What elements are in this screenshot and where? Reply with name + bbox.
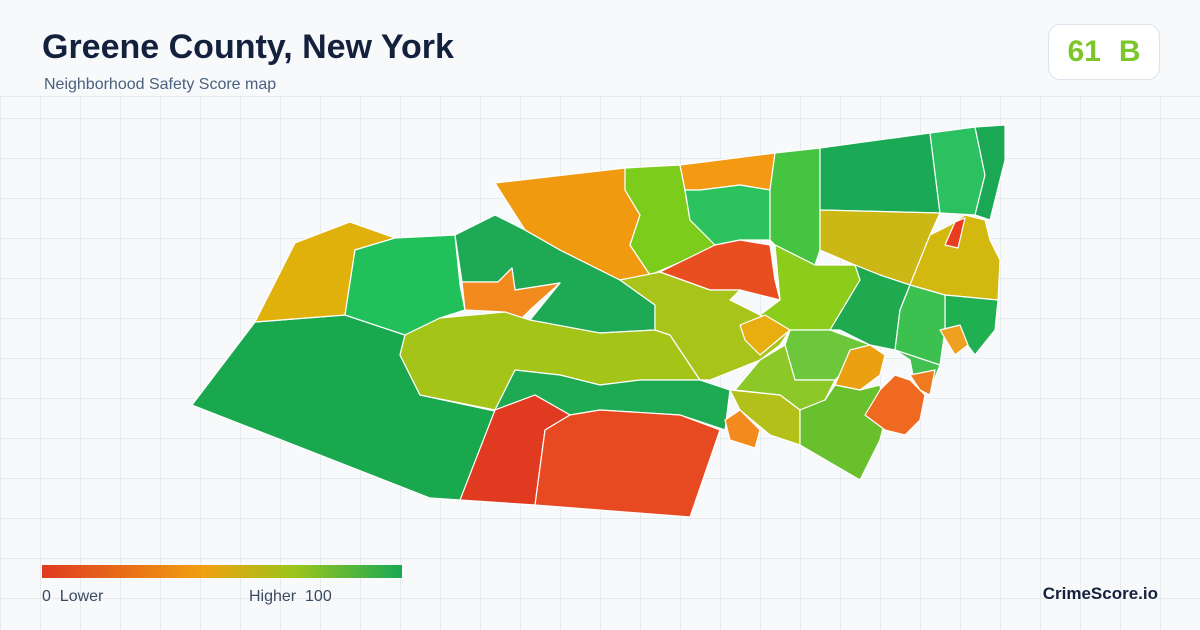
grade: B xyxy=(1118,35,1141,68)
region xyxy=(724,409,761,449)
legend-high: Higher 100 xyxy=(249,588,332,606)
region xyxy=(929,126,986,216)
region xyxy=(944,217,966,249)
region xyxy=(819,132,941,214)
region xyxy=(939,324,969,356)
region xyxy=(769,147,821,266)
region xyxy=(534,409,721,518)
legend-max-label: Higher xyxy=(249,588,297,605)
legend-low: 0 Lower xyxy=(42,588,103,606)
region xyxy=(679,152,776,191)
brand: CrimeScore.io xyxy=(1042,584,1158,603)
region xyxy=(829,264,911,351)
score-badge: 61 B xyxy=(1048,24,1160,80)
legend-min-label: Lower xyxy=(59,588,104,605)
region xyxy=(974,124,1006,221)
region xyxy=(619,271,791,381)
legend-min: 0 xyxy=(42,588,51,605)
region xyxy=(909,369,936,396)
title: Greene County, New York xyxy=(42,28,454,66)
legend-gradient xyxy=(42,565,402,578)
header: Greene County, New York Neighborhood Saf… xyxy=(0,0,1200,97)
legend-max: 100 xyxy=(305,588,332,605)
subtitle: Neighborhood Safety Score map xyxy=(44,76,277,93)
region xyxy=(461,267,561,321)
region xyxy=(864,374,926,436)
region xyxy=(739,314,791,356)
score: 61 xyxy=(1067,35,1101,68)
